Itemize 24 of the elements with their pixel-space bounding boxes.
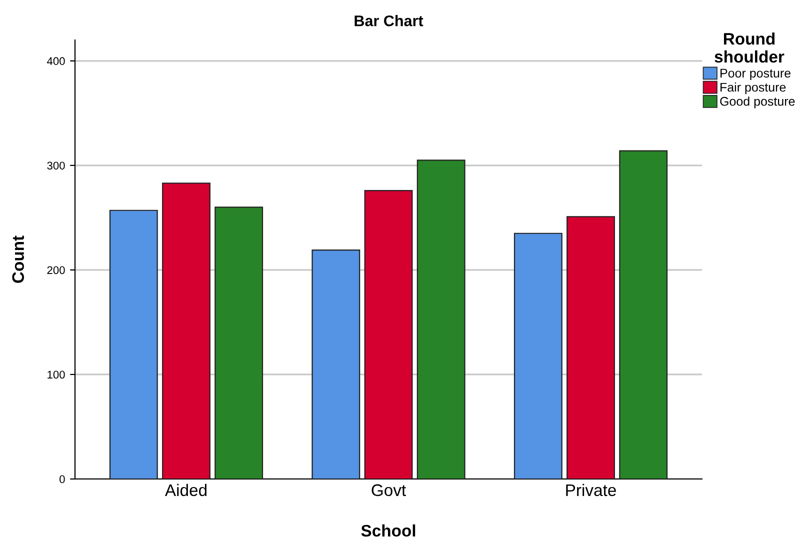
x-tick-label: Private xyxy=(566,484,616,496)
chart-title: Bar Chart xyxy=(354,15,424,26)
legend-label: Poor posture xyxy=(720,68,791,80)
y-tick-label: 100 xyxy=(48,370,65,379)
y-tick-label: 300 xyxy=(47,162,65,170)
bar xyxy=(364,190,413,479)
bar xyxy=(416,160,466,479)
y-tick-label: 200 xyxy=(47,266,65,274)
bar xyxy=(312,250,360,479)
y-tick-label: 400 xyxy=(46,57,65,66)
legend-label: Fair posture xyxy=(720,82,786,94)
bar xyxy=(566,216,615,479)
y-tick-label: 0 xyxy=(60,475,65,484)
bar xyxy=(514,232,562,479)
x-axis-title: School xyxy=(361,524,416,537)
bar xyxy=(619,150,668,479)
bar xyxy=(162,182,210,479)
y-axis-title: Count xyxy=(12,236,24,283)
x-tick-label: Govt xyxy=(372,484,406,496)
legend-title: Round shoulder xyxy=(714,32,784,63)
bar xyxy=(109,210,158,479)
x-tick-label: Aided xyxy=(164,484,206,496)
bar xyxy=(214,206,264,479)
legend-label: Good posture xyxy=(720,96,795,108)
